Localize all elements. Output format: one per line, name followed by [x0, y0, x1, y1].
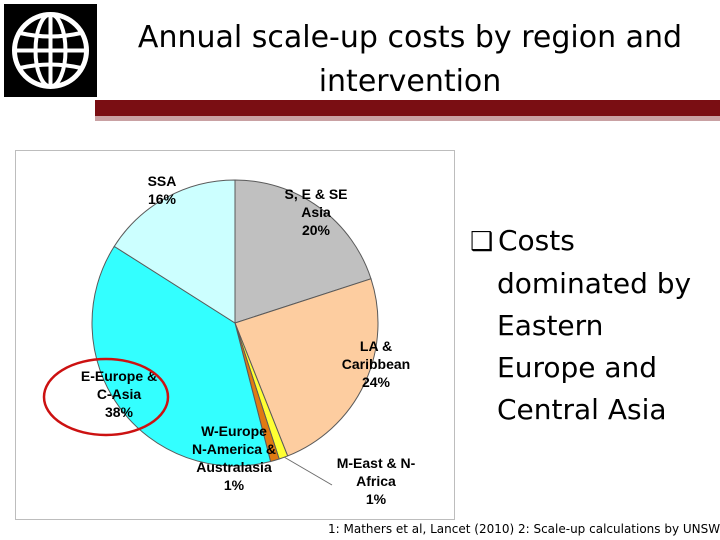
leader-line-m-east [283, 456, 333, 486]
pie-label-m-east-n-africa: M-East & N-Africa 1% [337, 455, 416, 507]
title-line-2: intervention [318, 64, 502, 99]
bullet-line-5: Central Asia [497, 393, 667, 426]
title-line-1: Annual scale-up costs by region and [137, 20, 683, 55]
bullet-line-3: Eastern [497, 309, 604, 342]
page-title: Annual scale-up costs by region and inte… [110, 16, 710, 104]
pie-label-ssa: SSA 16% [148, 173, 177, 207]
bullet-line-2: dominated by [497, 267, 692, 300]
bullet-line-4: Europe and [497, 351, 658, 384]
bullet-line-1: Costs [498, 224, 575, 257]
pie-label-la-caribbean: LA & Caribbean 24% [342, 338, 410, 390]
title-divider-shadow [95, 116, 720, 121]
pie-slice-s-e-se-asia [234, 179, 372, 324]
highlight-ring [42, 357, 170, 437]
title-divider [95, 100, 720, 116]
world-bank-logo [4, 4, 97, 97]
checkbox-bullet-icon: ❑ [470, 227, 494, 257]
pie-slice-ssa [113, 179, 236, 324]
pie-chart-frame: S, E & SE Asia 20% LA & Caribbean 24% M-East &… [15, 150, 455, 520]
footnote: 1: Mathers et al, Lancet (2010) 2: Scale… [328, 522, 720, 536]
pie-label-w-europe-n-america-australasia: W-Europe N-America & Australasia 1% [192, 423, 276, 493]
globe-icon [12, 12, 89, 89]
pie-slice-la-caribbean [234, 278, 379, 457]
pie-chart: S, E & SE Asia 20% LA & Caribbean 24% M-East &… [42, 173, 416, 507]
pie-label-e-europe-c-asia: E-Europe & C-Asia 38% [81, 368, 157, 420]
pie-label-s-e-se-asia: S, E & SE Asia 20% [284, 186, 347, 238]
pie-slice-e-europe-c-asia [91, 245, 272, 467]
bullet-point: ❑ Costs dominated by Eastern Europe and C… [470, 220, 720, 431]
